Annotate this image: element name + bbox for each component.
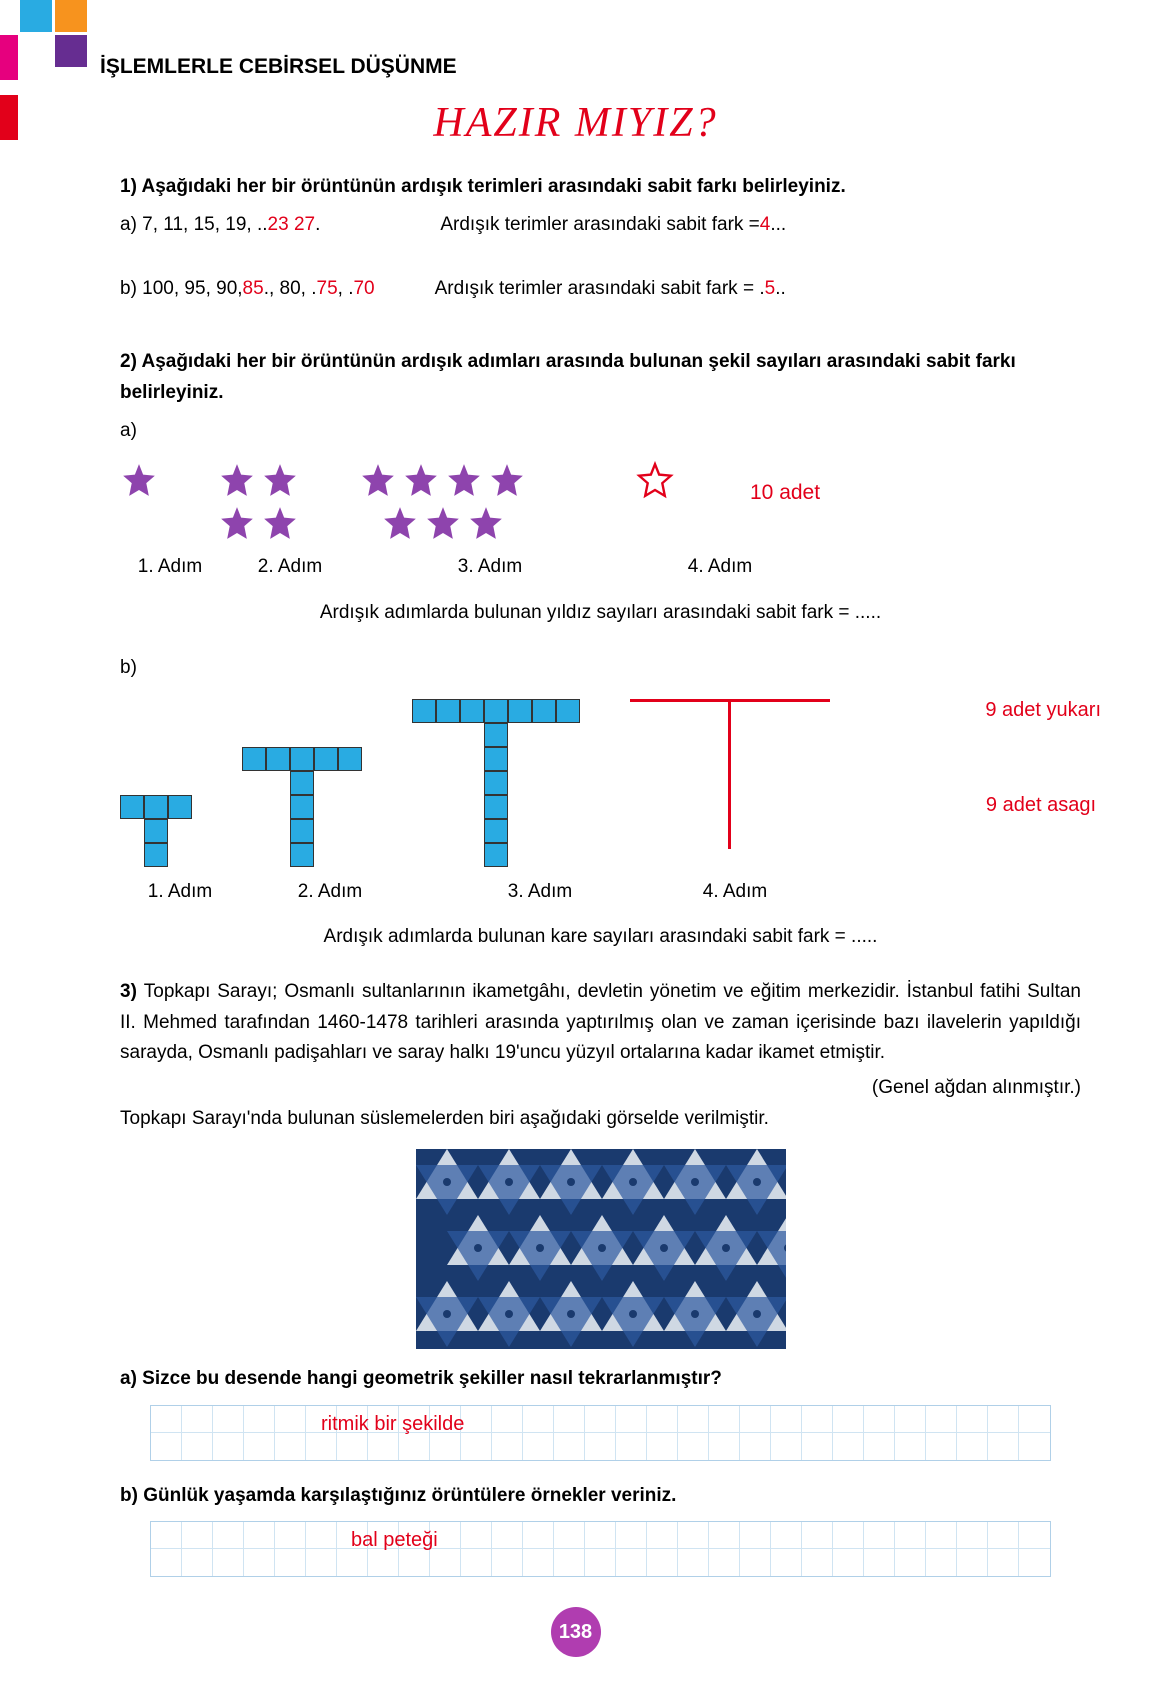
answer-grid-b[interactable]: bal peteği <box>150 1521 1051 1577</box>
q1b-mid: ., 80, . <box>264 274 317 304</box>
tile-image <box>416 1149 786 1349</box>
step1-label: 1. Adım <box>120 552 220 582</box>
note-bot: 9 adet asagı <box>986 789 1096 821</box>
q1b-label: Ardışık terimler arasındaki sabit fark =… <box>435 274 765 304</box>
q3a-answer: ritmik bir şekilde <box>321 1408 464 1440</box>
tshape4-red <box>630 699 830 849</box>
q3b-answer: bal peteği <box>351 1524 438 1556</box>
q3-below: Topkapı Sarayı'nda bulunan süslemelerden… <box>120 1104 1081 1134</box>
q3-source: (Genel ağdan alınmıştır.) <box>120 1073 1081 1103</box>
q3-text: 3) Topkapı Sarayı; Osmanlı sultanlarının… <box>120 977 1081 1068</box>
step1-stars <box>120 461 158 499</box>
step4-star <box>636 461 674 499</box>
answer-grid-a[interactable]: ritmik bir şekilde <box>150 1405 1051 1461</box>
step-labels-a: 1. Adım 2. Adım 3. Adım 4. Adım <box>120 552 1081 582</box>
q1b-tail: .. <box>775 274 786 304</box>
q2-prompt: 2) Aşağıdaki her bir örüntünün ardışık a… <box>120 347 1081 408</box>
tshape2 <box>242 747 362 867</box>
chapter-title: İŞLEMLERLE CEBİRSEL DÜŞÜNME <box>100 55 1081 79</box>
tshape3 <box>412 699 580 867</box>
q1a: a) 7, 11, 15, 19, ..23 27. Ardışık terim… <box>120 210 1081 240</box>
tshape1 <box>120 795 192 867</box>
q3a-question: a) Sizce bu desende hangi geometrik şeki… <box>120 1364 1081 1394</box>
step2-label: 2. Adım <box>220 552 360 582</box>
q1b-ans1: 85 <box>243 274 264 304</box>
step3-stars <box>359 461 526 542</box>
q2b-label: b) <box>120 653 1081 683</box>
q1b-ans3: 70 <box>353 274 374 304</box>
q3-body: Topkapı Sarayı; Osmanlı sultanlarının ik… <box>120 981 1081 1063</box>
step3b: 3. Adım <box>420 877 660 907</box>
step3-label: 3. Adım <box>360 552 620 582</box>
q1b-mid2: , . <box>338 274 354 304</box>
q1b: b) 100, 95, 90, 85., 80, .75, .70 Ardışı… <box>120 274 1081 304</box>
step1b: 1. Adım <box>120 877 240 907</box>
q1a-prefix: a) 7, 11, 15, 19, .. <box>120 210 268 240</box>
q3b-question: b) Günlük yaşamda karşılaştığınız örüntü… <box>120 1481 1081 1511</box>
q1a-result: 4 <box>760 210 771 240</box>
star-pattern: 10 adet <box>120 461 1081 542</box>
q2b-summary: Ardışık adımlarda bulunan kare sayıları … <box>120 922 1081 952</box>
step4-label: 4. Adım <box>620 552 820 582</box>
q2a-summary: Ardışık adımlarda bulunan yıldız sayılar… <box>120 598 1081 628</box>
q1a-tail: ... <box>770 210 786 240</box>
step4b: 4. Adım <box>660 877 810 907</box>
page-title: HAZIR MIYIZ? <box>70 99 1081 147</box>
q1a-answer: 23 27 <box>268 210 316 240</box>
q1a-label: Ardışık terimler arasındaki sabit fark = <box>440 210 759 240</box>
note-top: 9 adet yukarı <box>985 694 1101 726</box>
ten-label: 10 adet <box>750 476 820 510</box>
q1b-prefix: b) 100, 95, 90, <box>120 274 243 304</box>
step2b: 2. Adım <box>240 877 420 907</box>
q2a-label: a) <box>120 416 1081 446</box>
q1b-ans2: 75 <box>317 274 338 304</box>
q3-num: 3) <box>120 981 144 1002</box>
step2-stars <box>218 461 299 542</box>
tshape-pattern: 9 adet yukarı 9 adet asagı <box>120 699 1081 867</box>
q1b-result: 5 <box>765 274 776 304</box>
q1-prompt: 1) Aşağıdaki her bir örüntünün ardışık t… <box>120 172 1081 202</box>
page-number: 138 <box>551 1607 601 1657</box>
step-labels-b: 1. Adım 2. Adım 3. Adım 4. Adım <box>120 877 1081 907</box>
